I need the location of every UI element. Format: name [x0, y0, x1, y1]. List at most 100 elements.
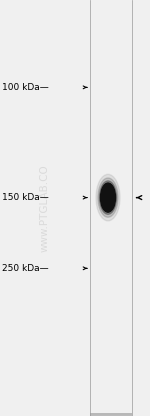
- Bar: [90, 414, 132, 416]
- Bar: [90, 413, 132, 415]
- Ellipse shape: [96, 174, 120, 221]
- Bar: [90, 414, 132, 416]
- Bar: [90, 413, 132, 415]
- Bar: [90, 414, 132, 416]
- Bar: [90, 413, 132, 415]
- Bar: [90, 413, 132, 415]
- Bar: [90, 414, 132, 415]
- Bar: [90, 414, 132, 415]
- Bar: [90, 414, 132, 416]
- Bar: [90, 413, 132, 415]
- Bar: [90, 414, 132, 415]
- Bar: [90, 414, 132, 415]
- Bar: [90, 413, 132, 415]
- Bar: [90, 414, 132, 415]
- Bar: [90, 414, 132, 416]
- Bar: [90, 414, 132, 416]
- Bar: [90, 413, 132, 415]
- Bar: [90, 414, 132, 416]
- Bar: [90, 413, 132, 415]
- Bar: [90, 414, 132, 416]
- Bar: [90, 413, 132, 415]
- Bar: [90, 414, 132, 415]
- Bar: [90, 413, 132, 415]
- Bar: [90, 414, 132, 416]
- Bar: [90, 414, 132, 416]
- Bar: [90, 414, 132, 416]
- Bar: [90, 413, 132, 415]
- Bar: [90, 414, 132, 415]
- Bar: [90, 413, 132, 415]
- Bar: [90, 413, 132, 415]
- Bar: [90, 414, 132, 416]
- Bar: [90, 414, 132, 416]
- Bar: [90, 414, 132, 416]
- Bar: [90, 413, 132, 415]
- Bar: [90, 413, 132, 415]
- Bar: [90, 414, 132, 416]
- Bar: [90, 413, 132, 415]
- Bar: [90, 413, 132, 415]
- Bar: [90, 413, 132, 415]
- Bar: [90, 414, 132, 415]
- Bar: [90, 414, 132, 416]
- Bar: [90, 413, 132, 415]
- Bar: [90, 413, 132, 415]
- Bar: [90, 414, 132, 416]
- Bar: [90, 413, 132, 415]
- Bar: [90, 413, 132, 415]
- Bar: [90, 413, 132, 415]
- Bar: [90, 414, 132, 415]
- Bar: [90, 413, 132, 415]
- Bar: [90, 414, 132, 416]
- Bar: [90, 414, 132, 416]
- Bar: [90, 414, 132, 416]
- Bar: [90, 414, 132, 416]
- Bar: [90, 414, 132, 416]
- Bar: [90, 413, 132, 415]
- Bar: [90, 414, 132, 415]
- Bar: [90, 414, 132, 416]
- Bar: [90, 413, 132, 415]
- Bar: [90, 414, 132, 416]
- Bar: [90, 414, 132, 416]
- Bar: [90, 414, 132, 416]
- Bar: [90, 414, 132, 416]
- Bar: [90, 413, 132, 415]
- Bar: [90, 414, 132, 415]
- Bar: [90, 414, 132, 416]
- Bar: [90, 413, 132, 415]
- Text: 250 kDa—: 250 kDa—: [2, 264, 48, 273]
- Bar: [90, 414, 132, 415]
- Bar: [90, 413, 132, 415]
- Bar: [90, 413, 132, 415]
- Bar: [90, 414, 132, 416]
- Bar: [90, 414, 132, 416]
- Bar: [90, 414, 132, 415]
- Bar: [90, 414, 132, 416]
- Bar: [90, 413, 132, 415]
- Bar: [90, 413, 132, 415]
- Bar: [90, 414, 132, 416]
- Bar: [90, 414, 132, 416]
- Bar: [90, 413, 132, 415]
- Bar: [90, 413, 132, 415]
- Bar: [90, 414, 132, 415]
- Bar: [90, 414, 132, 415]
- Bar: [90, 413, 132, 415]
- Bar: [90, 414, 132, 415]
- Bar: [90, 414, 132, 415]
- Bar: [90, 414, 132, 415]
- Bar: [90, 414, 132, 415]
- Bar: [90, 414, 132, 416]
- Bar: [90, 413, 132, 415]
- Bar: [90, 413, 132, 415]
- Bar: [90, 414, 132, 416]
- Bar: [90, 413, 132, 415]
- Bar: [90, 414, 132, 416]
- Text: 100 kDa—: 100 kDa—: [2, 83, 48, 92]
- Bar: [90, 414, 132, 415]
- Bar: [90, 414, 132, 416]
- Bar: [90, 414, 132, 416]
- Bar: [90, 414, 132, 416]
